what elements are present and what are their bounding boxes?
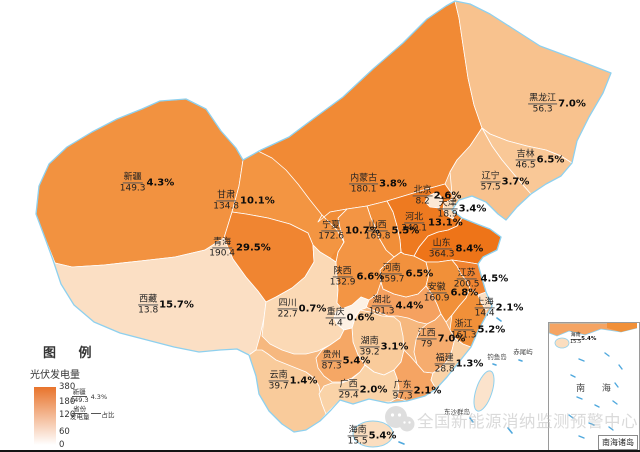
legend-example-pct: 4.3%	[90, 392, 108, 401]
legend-example-province: 新疆	[71, 388, 87, 398]
legend-ticks: 380 180 120 60 0	[59, 381, 89, 451]
watermark-text: 全国新能源消纳监测预警中心	[417, 412, 638, 431]
taiwan-island	[473, 370, 495, 412]
province-shape-hainan[interactable]	[352, 420, 394, 448]
legend-title: 图 例	[43, 346, 101, 361]
legend-key-denominator: 发电量	[70, 413, 90, 422]
inset-islands	[568, 352, 623, 439]
inset-sea-label: 南 海	[576, 384, 618, 394]
inset-hainan-island	[554, 337, 570, 349]
legend: 图 例 光伏发电量 380 180 120 60 0 新疆 149.3 4.3% 省份 …	[30, 342, 115, 450]
coastline	[35, 0, 612, 433]
legend-key-line	[90, 413, 101, 415]
inset-coast-dark	[607, 323, 637, 332]
inset-hainan-label: 海南 15.5 5.4%	[570, 332, 597, 345]
legend-example-value: 149.3	[70, 396, 89, 405]
legend-key-numerator: 省份	[72, 405, 88, 415]
bottom-divider	[0, 450, 640, 452]
small-islands	[398, 317, 523, 445]
diaoyu-label: 钓鱼岛	[487, 353, 507, 361]
legend-tick: 60	[59, 426, 70, 437]
wechat-logo-icon	[385, 406, 415, 432]
legend-gradient-bar	[34, 387, 56, 445]
province-shape-chongqing[interactable]	[333, 296, 370, 331]
watermark: 全国新能源消纳监测预警中心	[383, 404, 638, 436]
dongsha-label: 东沙群岛	[444, 408, 470, 416]
legend-key-share: 占比	[101, 410, 115, 419]
province-shape-xinjiang[interactable]	[36, 98, 244, 268]
legend-metric-label: 光伏发电量	[30, 370, 80, 381]
chiwei-label: 赤尾屿	[513, 348, 533, 356]
inset-corner-label: 南海诸岛	[598, 435, 638, 450]
legend-tick: 180	[59, 396, 76, 407]
legend-tick: 380	[59, 381, 76, 392]
legend-tick: 0	[59, 440, 65, 451]
legend-tick: 120	[59, 410, 76, 421]
inset-map	[549, 323, 637, 439]
legend-example: 新疆 149.3 4.3% 省份 发电量 占比	[70, 388, 160, 422]
province-shape-ningxia[interactable]	[317, 208, 348, 263]
